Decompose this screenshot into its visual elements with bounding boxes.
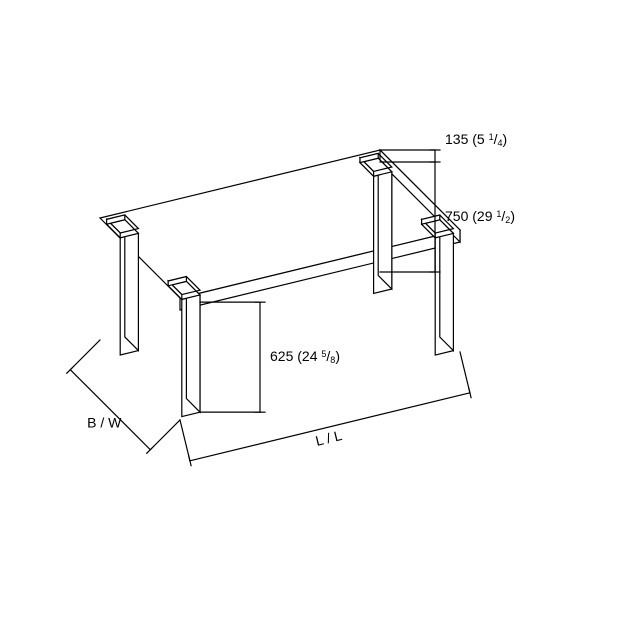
table-dimension-diagram: 135 (5 1/4) 750 (29 1/2) 625 (24 5/8) L / L… [0,0,630,630]
dim-total-height: 750 (29 1/2) [445,208,515,225]
dim-tabletop-thickness: 135 (5 1/4) [445,131,507,148]
dim-length-label: L / L [314,427,344,449]
dim-width-label: B / W [87,415,122,431]
dim-leg-height: 625 (24 5/8) [270,348,340,365]
